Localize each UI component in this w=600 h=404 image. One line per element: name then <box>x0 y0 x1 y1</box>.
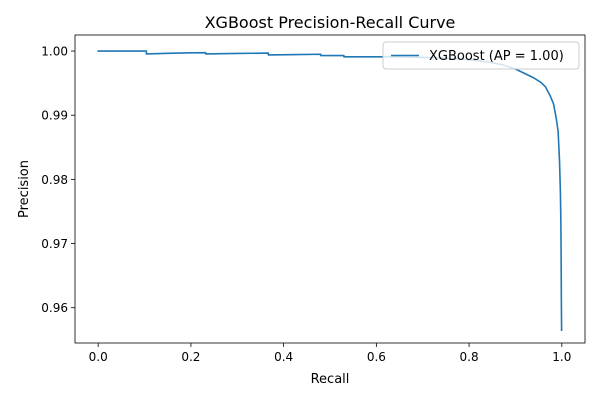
y-tick-label: 0.99 <box>41 109 68 123</box>
x-tick-label: 0.2 <box>181 350 200 364</box>
plot-area <box>74 34 586 344</box>
x-axis-label: Recall <box>311 372 350 387</box>
legend: XGBoost (AP = 1.00) <box>382 41 580 70</box>
axes-background <box>75 35 585 343</box>
x-tick-label: 0.0 <box>89 350 108 364</box>
y-axis-ticks: 0.96 0.97 0.98 0.99 1.00 <box>41 45 75 315</box>
y-tick-label: 1.00 <box>41 45 68 59</box>
chart-title: XGBoost Precision-Recall Curve <box>205 13 456 32</box>
axes-frame <box>74 34 586 344</box>
y-tick-label: 0.96 <box>41 301 68 315</box>
legend-box <box>382 41 580 70</box>
x-tick-label: 0.4 <box>274 350 293 364</box>
y-axis-label: Precision <box>17 160 32 218</box>
x-tick-label: 0.6 <box>367 350 386 364</box>
legend-label: XGBoost (AP = 1.00) <box>429 49 564 64</box>
y-tick-label: 0.97 <box>41 237 68 251</box>
x-tick-label: 0.8 <box>460 350 479 364</box>
x-tick-label: 1.0 <box>552 350 571 364</box>
x-axis-ticks: 0.0 0.2 0.4 0.6 0.8 1.0 <box>89 343 571 364</box>
y-tick-label: 0.98 <box>41 173 68 187</box>
